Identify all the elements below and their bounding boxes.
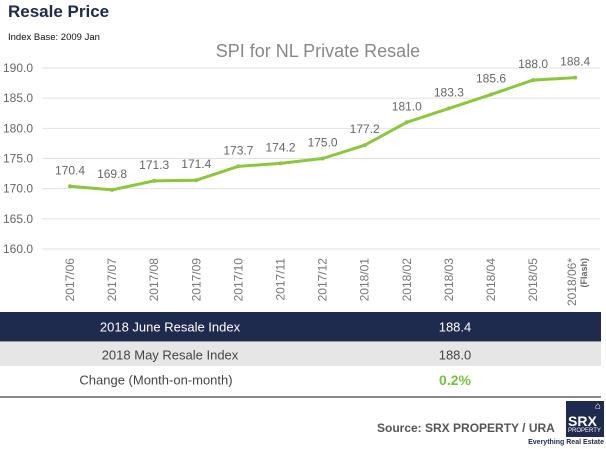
row-label: 2018 June Resale Index bbox=[99, 319, 241, 334]
data-label: 177.2 bbox=[350, 122, 380, 136]
house-icon: ⌂ bbox=[594, 401, 601, 412]
data-point bbox=[68, 184, 72, 189]
table-row: Change (Month-on-month) 0.2% bbox=[0, 366, 601, 394]
logo-brand: SRX bbox=[568, 413, 597, 429]
data-point bbox=[278, 161, 283, 166]
chart-title: SPI for NL Private Resale bbox=[216, 41, 420, 61]
data-label: 181.0 bbox=[392, 99, 422, 113]
x-tick-label: 2017/09 bbox=[189, 258, 203, 302]
data-point bbox=[531, 78, 536, 83]
x-tick-label: 2018/04 bbox=[484, 258, 498, 302]
data-label: 174.2 bbox=[265, 140, 295, 154]
data-point bbox=[236, 164, 241, 169]
spi-line-chart: SPI for NL Private Resale 160.0 165.0 170.0… bbox=[3, 41, 600, 306]
data-point bbox=[362, 143, 367, 148]
y-tick-label: 170.0 bbox=[3, 182, 33, 196]
data-label: 188.0 bbox=[518, 57, 548, 71]
data-point bbox=[573, 75, 578, 80]
x-tick-label: 2018/06* bbox=[565, 258, 579, 306]
x-tick-label: 2017/08 bbox=[147, 258, 161, 302]
data-point bbox=[320, 156, 325, 161]
data-label: 188.4 bbox=[560, 55, 590, 69]
data-label: 173.7 bbox=[223, 143, 253, 157]
srx-logo: ⌂ SRX PROPERTY bbox=[566, 401, 604, 437]
data-label: 185.6 bbox=[476, 72, 506, 86]
data-label: 170.4 bbox=[55, 163, 85, 177]
x-tick-label: 2018/05 bbox=[526, 258, 540, 302]
x-tick-note: (Flash) bbox=[579, 258, 589, 288]
logo-sub: PROPERTY bbox=[568, 428, 601, 434]
source-text: Source: SRX PROPERTY / URA bbox=[377, 421, 555, 435]
series-line bbox=[69, 76, 576, 192]
row-label: Change (Month-on-month) bbox=[79, 372, 233, 388]
x-tick-label: 2018/03 bbox=[442, 258, 456, 302]
y-tick-label: 160.0 bbox=[3, 242, 33, 256]
x-tick-label: 2017/10 bbox=[231, 258, 245, 302]
data-point bbox=[152, 178, 157, 183]
data-label: 175.0 bbox=[308, 136, 338, 150]
data-point bbox=[446, 106, 451, 111]
data-point bbox=[110, 187, 115, 192]
row-value: 188.0 bbox=[438, 347, 472, 362]
divider bbox=[0, 396, 601, 398]
index-base-note: Index Base: 2009 Jan bbox=[8, 32, 100, 43]
page-title: Resale Price bbox=[8, 2, 110, 21]
data-point bbox=[404, 120, 409, 125]
y-tick-label: 185.0 bbox=[3, 91, 33, 105]
data-label: 183.3 bbox=[434, 85, 464, 99]
y-tick-label: 165.0 bbox=[3, 212, 33, 226]
x-tick-label: 2017/11 bbox=[274, 258, 288, 301]
x-tick-label: 2018/01 bbox=[358, 258, 372, 302]
x-tick-label: 2018/02 bbox=[400, 258, 414, 302]
y-tick-label: 180.0 bbox=[3, 121, 33, 135]
data-point bbox=[489, 92, 493, 97]
data-point bbox=[194, 178, 199, 183]
y-tick-label: 190.0 bbox=[3, 61, 33, 75]
change-value: 0.2% bbox=[439, 372, 471, 388]
x-tick-label: 2017/07 bbox=[105, 258, 119, 302]
row-label: 2018 May Resale Index bbox=[101, 347, 239, 362]
table-row: 2018 June Resale Index 188.4 bbox=[0, 312, 601, 341]
y-tick-label: 175.0 bbox=[3, 152, 33, 166]
data-label: 171.4 bbox=[181, 157, 211, 171]
row-value: 188.4 bbox=[438, 319, 472, 334]
logo-tagline: Everything Real Estate bbox=[528, 439, 604, 446]
data-label: 171.3 bbox=[139, 158, 169, 172]
data-label: 169.8 bbox=[97, 167, 127, 181]
table-row: 2018 May Resale Index 188.0 bbox=[0, 341, 601, 367]
x-tick-label: 2017/06 bbox=[63, 258, 77, 302]
x-tick-label: 2017/12 bbox=[316, 258, 330, 302]
